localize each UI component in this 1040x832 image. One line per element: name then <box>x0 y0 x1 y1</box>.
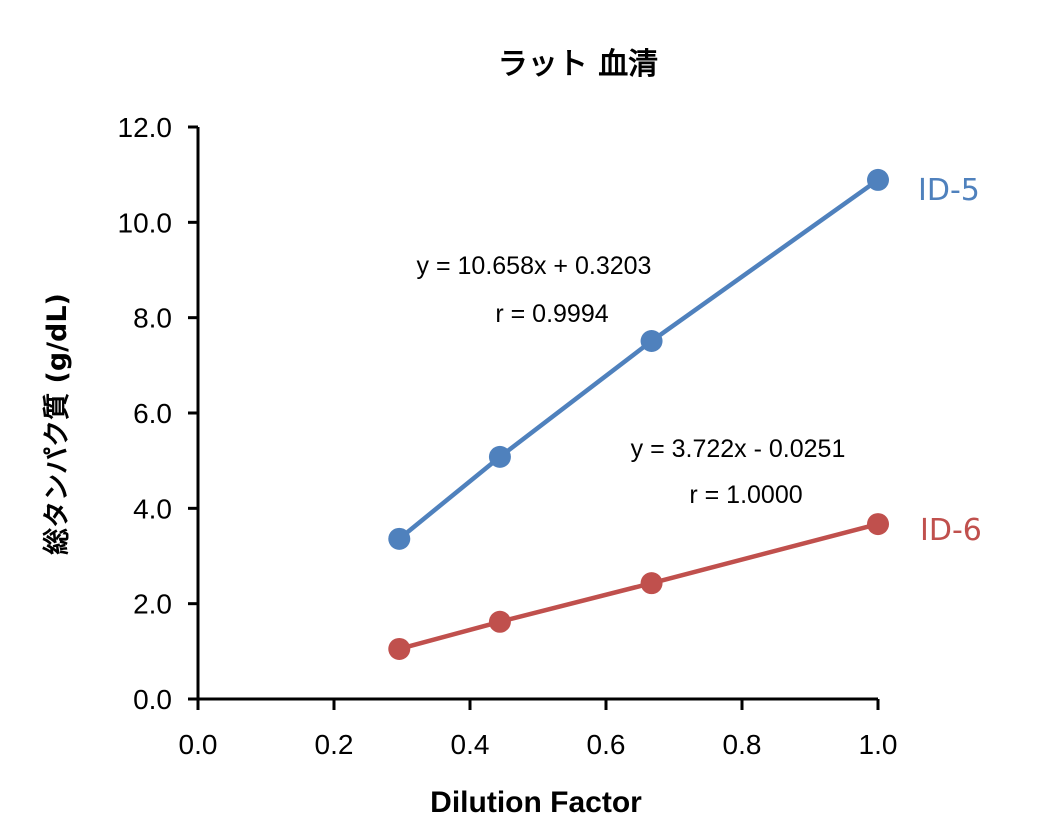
x-axis: 0.0 0.2 0.4 0.6 0.8 1.0 <box>179 697 898 760</box>
data-point <box>867 168 889 191</box>
x-tick-label: 0.0 <box>179 729 218 760</box>
data-point <box>488 445 511 468</box>
series-label-id5: ID-5 <box>918 173 980 208</box>
data-point <box>388 527 411 550</box>
x-tick-label: 0.4 <box>451 729 490 760</box>
chart-title: ラット 血清 <box>498 47 658 82</box>
series-id-5 <box>388 168 889 550</box>
data-point <box>388 637 411 660</box>
series-layer <box>388 168 889 660</box>
y-tick-label: 4.0 <box>133 493 172 524</box>
y-tick-label: 2.0 <box>133 589 172 620</box>
trendline-equation-id6: y = 3.722x - 0.0251 <box>631 435 846 463</box>
y-tick-label: 12.0 <box>118 112 173 143</box>
y-tick-label: 8.0 <box>133 303 172 334</box>
y-axis-label: 総タンパク質 (g/dL) <box>41 293 73 555</box>
data-point <box>867 513 889 536</box>
x-tick-label: 0.6 <box>587 729 626 760</box>
data-point <box>640 330 663 353</box>
x-tick-label: 0.8 <box>723 729 762 760</box>
x-axis-label: Dilution Factor <box>430 786 642 819</box>
x-tick-label: 0.2 <box>315 729 354 760</box>
correlation-id6: r = 1.0000 <box>689 481 802 509</box>
y-axis: 0.0 2.0 4.0 6.0 8.0 10.0 12.0 <box>118 112 200 715</box>
y-tick-label: 6.0 <box>133 398 172 429</box>
data-point <box>488 610 511 633</box>
y-tick-label: 0.0 <box>133 684 172 715</box>
series-label-id6: ID-6 <box>920 513 982 548</box>
series-id-6 <box>388 513 889 660</box>
data-point <box>640 572 663 595</box>
trendline-equation-id5: y = 10.658x + 0.3203 <box>417 252 652 280</box>
x-tick-label: 1.0 <box>859 729 898 760</box>
y-tick-label: 10.0 <box>118 207 173 238</box>
correlation-id5: r = 0.9994 <box>495 300 608 328</box>
